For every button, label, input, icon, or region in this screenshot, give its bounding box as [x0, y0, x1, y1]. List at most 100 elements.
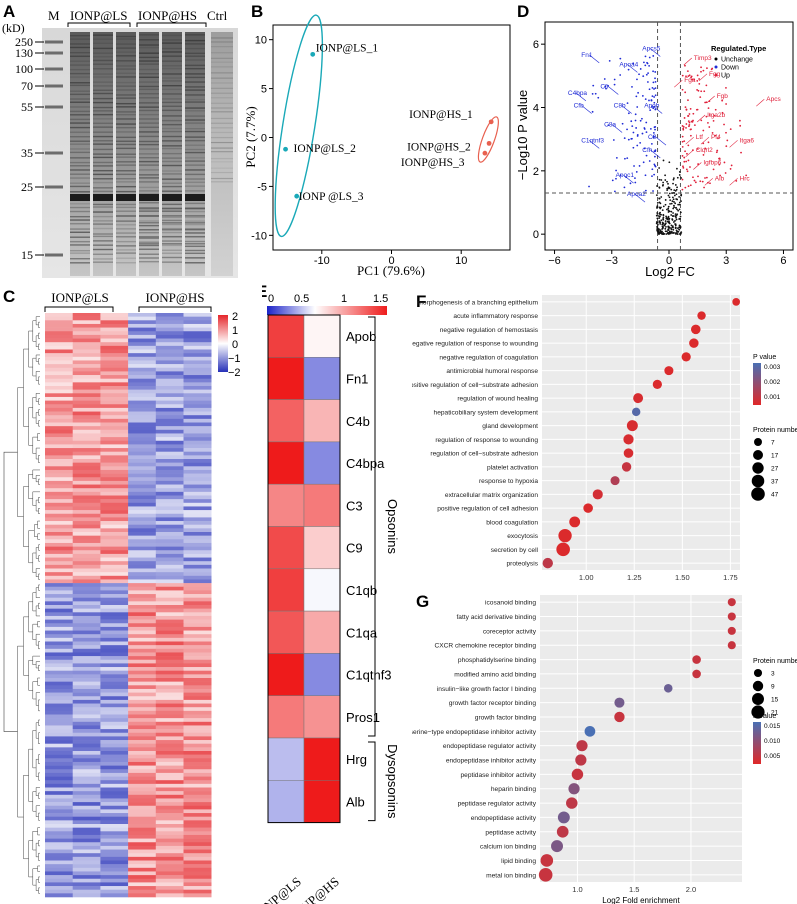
up-point	[700, 90, 703, 93]
heat-cell	[45, 331, 73, 336]
gel-band	[162, 101, 182, 104]
heat-cell	[45, 678, 73, 682]
gel-band	[185, 222, 205, 224]
down-point	[644, 174, 647, 177]
heat-cell	[183, 630, 212, 635]
opsonins-bracket-top	[368, 316, 376, 737]
up-point	[687, 115, 689, 117]
heat-cell	[128, 601, 157, 606]
marker-band	[45, 51, 63, 55]
unchanged-point	[659, 213, 662, 216]
unchanged-point	[675, 229, 678, 232]
heat-cell	[72, 524, 101, 529]
dendrogram-branch	[37, 433, 40, 441]
down-point	[652, 131, 655, 134]
heat-cell	[100, 448, 129, 452]
down-point	[652, 70, 654, 73]
dendrogram-branch	[32, 436, 38, 454]
up-point	[712, 119, 715, 122]
size-legend-title: Protein number	[753, 427, 797, 434]
pca-plot: B PC1 (79.6%) PC2 (7.7%) -10 0 101050-5-10…	[245, 2, 511, 278]
heat-cell	[155, 546, 184, 551]
y-tick-label: 2	[533, 166, 539, 178]
heat-cell	[72, 513, 101, 518]
dendrogram-branch	[35, 661, 40, 669]
down-point	[619, 57, 622, 60]
down-gene-label: Apoa4	[619, 61, 638, 68]
up-point	[709, 182, 711, 185]
heat-cell	[155, 389, 184, 394]
down-point	[653, 173, 656, 176]
heat-cell	[72, 831, 101, 836]
gel-band	[116, 161, 136, 163]
heat-cell	[155, 842, 184, 847]
panel-a: 250 130 100 70 55 35 25 15 A (kD) M IONP@LS ION…	[0, 0, 245, 280]
heat-cell	[183, 856, 212, 861]
up-point	[689, 108, 692, 110]
heat-cell	[183, 371, 212, 376]
heat-cell	[183, 323, 212, 328]
down-point	[639, 141, 642, 144]
heat-cell	[72, 608, 101, 613]
heat-cell	[100, 469, 129, 474]
down-point	[636, 144, 639, 147]
gel-band	[139, 148, 159, 150]
pca-point-label: IONP@HS_1	[409, 109, 473, 121]
down-point	[654, 155, 656, 158]
heat-cell	[183, 813, 212, 817]
up-point	[689, 134, 692, 137]
unchanged-point	[668, 192, 671, 195]
heat-cell	[128, 718, 157, 723]
heat-cell	[155, 875, 184, 880]
down-gene-label: C4bpa	[568, 90, 588, 97]
unchanged-point	[676, 176, 679, 179]
unchanged-point	[676, 208, 678, 211]
unchanged-point	[661, 223, 664, 226]
gel-band	[162, 178, 182, 180]
unchanged-point	[674, 206, 677, 209]
up-point	[687, 75, 690, 78]
up-point	[719, 174, 721, 177]
heat-cell	[183, 594, 212, 598]
heat-cell	[128, 400, 157, 405]
up-label-leader	[729, 178, 738, 186]
up-point	[692, 112, 695, 115]
gel-band	[139, 208, 159, 210]
heat-cell	[100, 356, 129, 361]
gel-band	[70, 215, 90, 218]
heat-cell	[128, 886, 157, 890]
category-label: heparin binding	[491, 786, 536, 793]
unchanged-point	[668, 221, 671, 224]
heat-cell	[155, 451, 184, 456]
up-point	[684, 64, 686, 67]
heat-cell	[155, 407, 184, 412]
gel-band	[185, 148, 205, 151]
down-point	[619, 174, 622, 177]
gel-band	[116, 220, 136, 222]
dendrogram-branch	[35, 587, 40, 598]
heat-cell	[100, 783, 129, 788]
heat-cell	[128, 856, 157, 861]
heat-cell	[72, 338, 101, 343]
gel-band	[162, 216, 182, 218]
heat-cell	[128, 732, 157, 737]
heat-cell	[45, 462, 73, 467]
dendrogram-branch	[32, 552, 37, 573]
up-point	[684, 106, 687, 109]
up-point	[703, 90, 706, 93]
heat-cell	[128, 528, 157, 533]
heat-cell	[183, 411, 212, 416]
heat-cell	[183, 645, 212, 650]
heat-cell	[183, 393, 212, 398]
gel-band	[162, 261, 182, 263]
heat-cell	[155, 831, 184, 836]
gel-band	[116, 210, 136, 212]
dendrogram-branch	[35, 547, 39, 559]
heat-cell	[100, 619, 129, 624]
gel-band	[162, 140, 182, 142]
heat-cell	[72, 754, 101, 759]
gel-band	[93, 169, 113, 172]
heat-cell	[72, 334, 101, 339]
heat-cell	[128, 648, 157, 653]
gel-band	[211, 151, 233, 153]
